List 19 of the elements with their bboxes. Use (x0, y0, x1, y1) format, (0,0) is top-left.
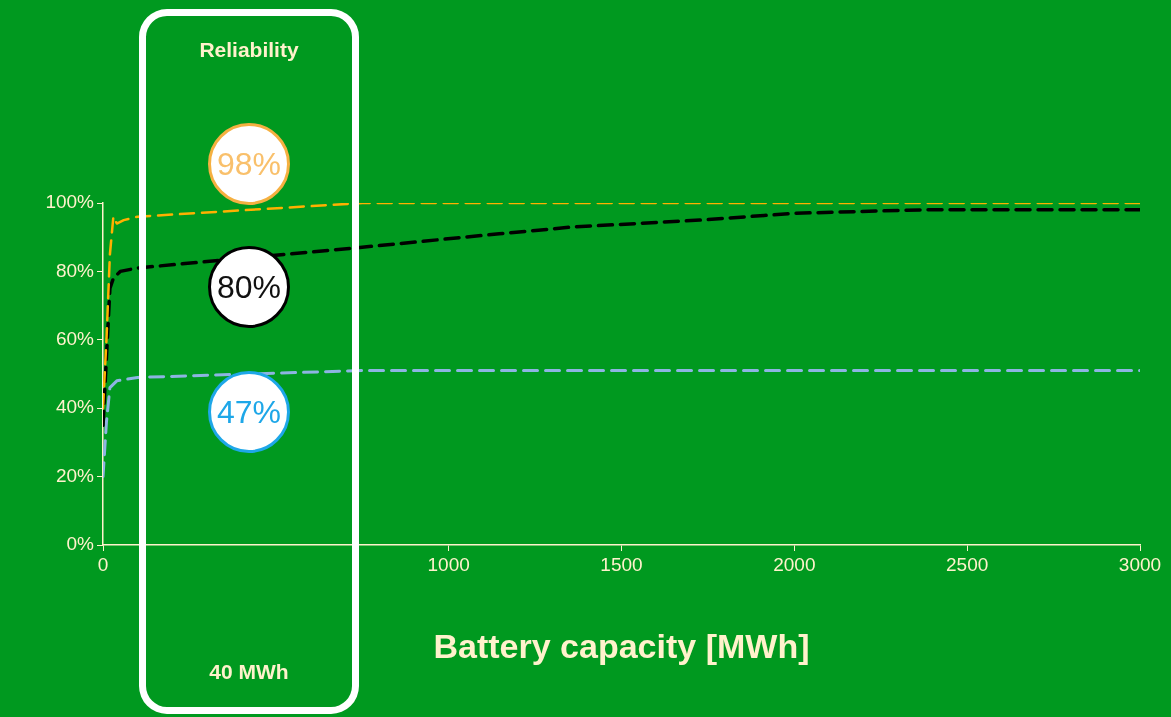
y-tick-label: 100% (45, 191, 95, 213)
x-axis-title: Battery capacity [MWh] (433, 626, 810, 665)
x-tick-label: 3000 (1118, 553, 1162, 575)
line-series (103, 369, 1140, 479)
y-tick-label: 40% (55, 396, 95, 418)
x-tick-label: 2000 (773, 553, 816, 575)
text: Reliability (198, 38, 300, 62)
text: 40 MWh (208, 660, 290, 684)
x-tick-label: 2500 (946, 553, 989, 575)
x-tick-label: 1000 (427, 553, 470, 575)
annotation: 80% (208, 246, 290, 328)
annotation: 47% (208, 371, 290, 453)
y-tick-label: 60% (55, 328, 95, 350)
y-tick-label: 80% (55, 259, 95, 281)
x-tick-label: 0 (97, 553, 109, 575)
y-tick-label: 0% (66, 533, 95, 555)
y-tick-label: 20% (55, 464, 95, 486)
x-tick-label: 1500 (600, 553, 643, 575)
text: 98% (208, 123, 290, 205)
